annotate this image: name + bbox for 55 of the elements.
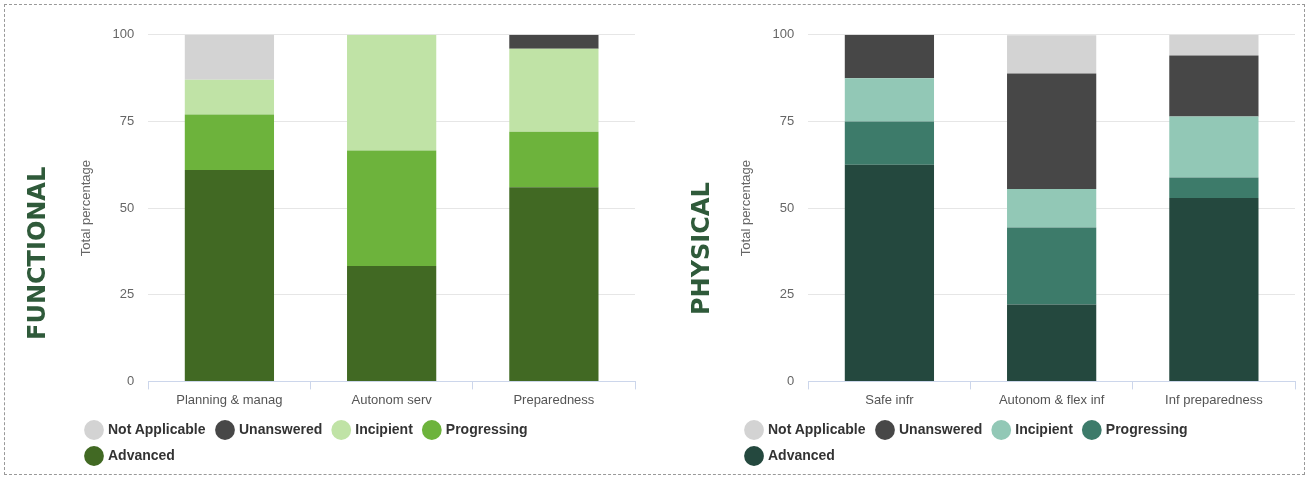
y-tick-label: 25	[119, 286, 135, 302]
legend-label: Not Applicable	[108, 420, 206, 437]
y-axis-title: Total percentage	[78, 160, 94, 257]
y-tick-label: 75	[119, 113, 135, 129]
text: PHYSICAL	[687, 182, 715, 315]
bar	[184, 169, 275, 381]
bar	[509, 131, 599, 188]
bar	[1007, 304, 1097, 381]
bar	[509, 187, 599, 381]
bar	[347, 265, 437, 381]
bar	[1007, 35, 1097, 74]
bar	[1169, 34, 1259, 56]
text: FUNCTIONAL	[23, 166, 51, 340]
bar	[509, 48, 599, 132]
y-tick-label: 0	[127, 372, 135, 388]
x-tick-label: Inf preparedness	[1165, 391, 1264, 407]
y-axis-title: Total percentage	[738, 160, 754, 257]
x-tick-label: Planning & manag	[176, 391, 283, 407]
y-tick-label: 100	[772, 26, 795, 42]
bar	[184, 114, 275, 170]
x-tick-label: Preparedness	[513, 391, 595, 407]
x-tick-label: Autonom serv	[351, 391, 433, 407]
bar	[509, 34, 599, 49]
y-tick-label: 25	[779, 286, 795, 302]
legend-label: Not Applicable	[768, 420, 866, 437]
legend-label: Advanced	[768, 446, 835, 463]
legend-label: Incipient	[355, 420, 414, 437]
y-tick-label: 100	[112, 26, 135, 42]
bar	[1007, 189, 1097, 228]
legend-label: Unanswered	[899, 420, 983, 437]
y-tick-label: 50	[119, 199, 135, 215]
y-tick-label: 0	[787, 372, 795, 388]
y-tick-label: 75	[779, 113, 795, 129]
bar	[184, 79, 275, 115]
bar	[1169, 198, 1259, 381]
legend-label: Advanced	[108, 446, 175, 463]
bar	[347, 34, 437, 151]
y-tick-label: 50	[779, 199, 795, 215]
bar	[1169, 177, 1259, 199]
bar	[1169, 116, 1259, 178]
legend-label: Incipient	[1015, 420, 1074, 437]
bar	[1169, 55, 1259, 117]
legend-label: Progressing	[445, 420, 528, 437]
bar	[844, 34, 935, 79]
x-tick-label: Autonom & flex inf	[998, 391, 1105, 407]
bar	[1007, 73, 1097, 190]
legend-label: Progressing	[1105, 420, 1188, 437]
legend-label: Unanswered	[239, 420, 323, 437]
bar	[1007, 227, 1097, 305]
bar	[844, 78, 935, 122]
bar	[347, 150, 437, 266]
x-tick-label: Safe infr	[865, 391, 915, 407]
bar	[844, 121, 935, 165]
bar	[844, 164, 935, 381]
bar	[184, 34, 275, 80]
